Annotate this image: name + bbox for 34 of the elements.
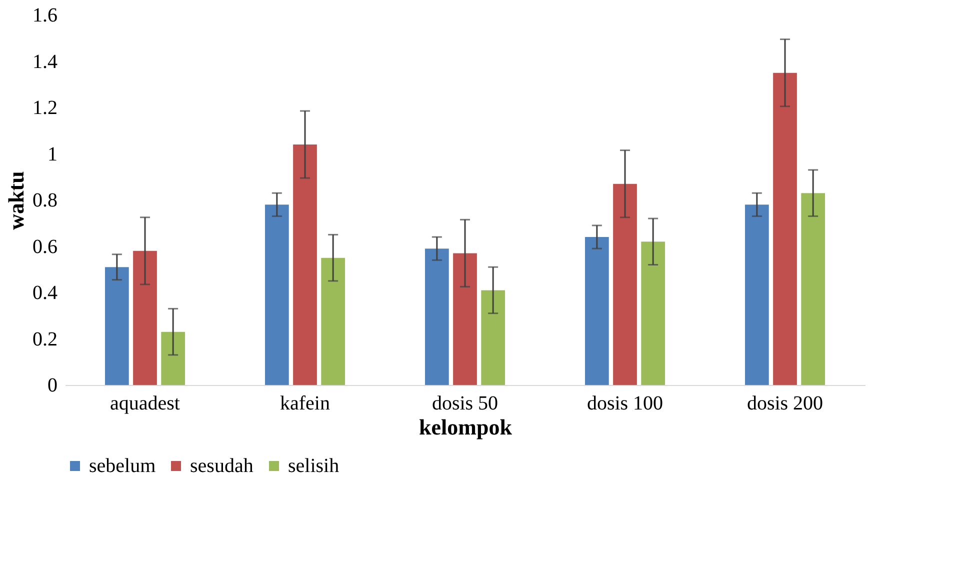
bar <box>161 332 185 385</box>
x-tick-label: dosis 200 <box>746 392 824 414</box>
y-tick-label: 0.8 <box>32 190 58 212</box>
bar <box>801 193 825 385</box>
y-tick-label: 0 <box>48 374 58 396</box>
bar <box>481 290 505 385</box>
y-tick-label: 0.4 <box>32 282 58 304</box>
bar <box>133 250 157 385</box>
bar <box>453 253 477 385</box>
y-tick-label: 1.6 <box>32 4 58 26</box>
x-tick-label: kafein <box>280 392 330 414</box>
bar <box>585 237 609 385</box>
x-tick-label: aquadest <box>110 392 180 414</box>
y-tick-label: 1.4 <box>32 50 58 73</box>
bar <box>425 248 449 385</box>
bar <box>745 204 769 385</box>
bar <box>613 184 637 385</box>
bar <box>641 242 665 385</box>
bar <box>773 72 797 385</box>
bar <box>105 267 129 385</box>
bar <box>321 258 345 385</box>
x-tick-label: dosis 100 <box>586 392 664 414</box>
y-tick-label: 0.6 <box>32 236 58 258</box>
x-tick-label: dosis 50 <box>432 392 498 414</box>
legend-label: selisih <box>288 455 340 477</box>
bar <box>265 204 289 385</box>
legend-label: sesudah <box>190 455 254 477</box>
y-tick-label: 1 <box>48 143 58 166</box>
y-tick-label: 0.2 <box>32 328 58 350</box>
legend-label: sebelum <box>89 455 156 477</box>
bar <box>293 144 317 385</box>
y-tick-label: 1.2 <box>32 97 58 119</box>
x-axis-title: kelompok <box>419 414 513 440</box>
y-axis-title: waktu <box>4 171 28 230</box>
